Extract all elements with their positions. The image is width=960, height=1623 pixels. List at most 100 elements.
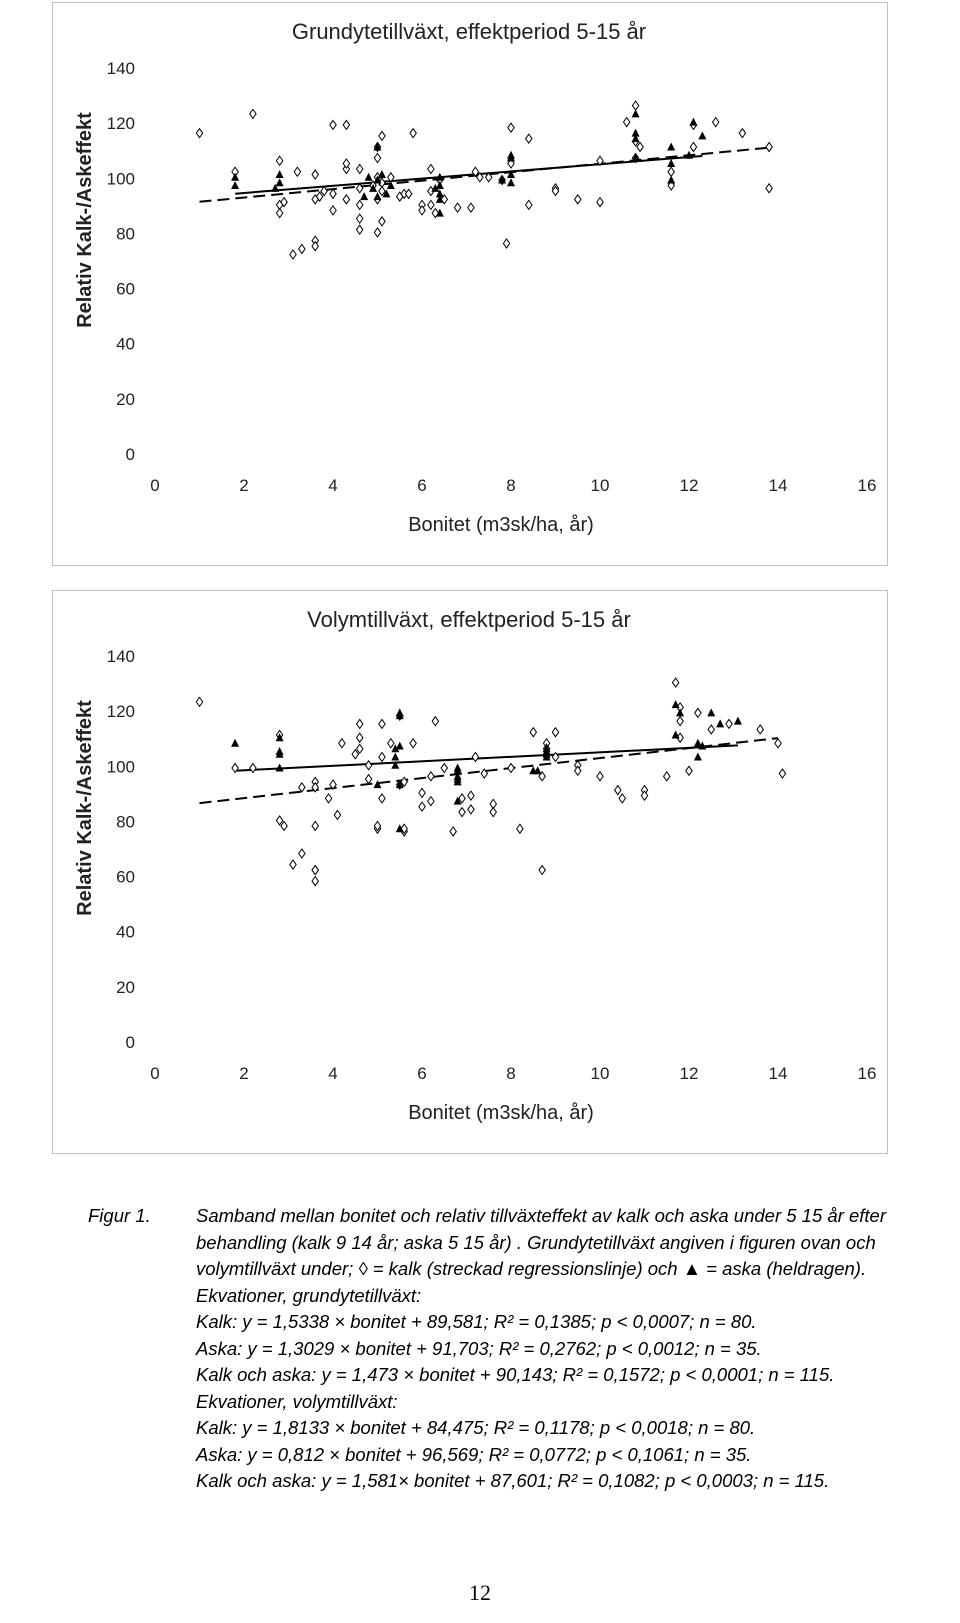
kalk-point bbox=[342, 158, 351, 169]
aska-point bbox=[271, 183, 280, 192]
aska-point bbox=[275, 170, 284, 179]
caption-line: Ekvationer, grundytetillväxt: bbox=[196, 1284, 422, 1306]
aska-point bbox=[373, 192, 382, 201]
kalk-point bbox=[636, 141, 644, 153]
kalk-point bbox=[694, 707, 702, 719]
kalk-point bbox=[685, 765, 693, 777]
aska-point bbox=[689, 117, 698, 126]
caption-line: Aska: y = 1,3029 × bonitet + 91,703; R² … bbox=[196, 1337, 762, 1359]
kalk-point bbox=[418, 205, 426, 216]
chart-grundytetillvaxt: Grundytetillväxt, effektperiod 5-15 år Re… bbox=[52, 2, 888, 566]
kalk-point bbox=[355, 163, 364, 175]
aska-point bbox=[685, 150, 693, 159]
caption-line: Kalk: y = 1,5338 × bonitet + 89,581; R² … bbox=[196, 1311, 757, 1332]
y-tick-label: 40 bbox=[116, 335, 135, 354]
aska-point bbox=[364, 172, 373, 181]
x-tick-label: 10 bbox=[591, 476, 610, 495]
aska-point bbox=[386, 181, 395, 190]
kalk-point bbox=[195, 127, 204, 139]
aska-point bbox=[395, 824, 404, 833]
kalk-point bbox=[329, 188, 337, 200]
kalk-point bbox=[467, 790, 475, 801]
kalk-point bbox=[427, 163, 435, 175]
aska-point bbox=[542, 744, 551, 753]
kalk-point bbox=[249, 108, 257, 120]
aska-point bbox=[275, 733, 284, 742]
kalk-point bbox=[378, 793, 386, 804]
x-tick-label: 0 bbox=[150, 1064, 159, 1083]
aska-point bbox=[275, 763, 284, 772]
kalk-point bbox=[355, 182, 364, 194]
kalk-point bbox=[431, 715, 440, 727]
kalk-point bbox=[311, 781, 320, 793]
y-tick-label: 140 bbox=[107, 647, 135, 666]
kalk-point bbox=[458, 793, 466, 804]
kalk-point bbox=[662, 770, 671, 782]
aska-point bbox=[369, 183, 378, 192]
kalk-point bbox=[378, 751, 386, 763]
kalk-point bbox=[275, 207, 284, 219]
y-tick-label: 100 bbox=[107, 757, 135, 776]
kalk-point bbox=[320, 185, 328, 197]
kalk-point bbox=[311, 169, 320, 180]
kalk-point bbox=[351, 748, 360, 760]
x-axis-label: Bonitet (m3sk/ha, år) bbox=[408, 1102, 594, 1124]
kalk-point bbox=[471, 751, 480, 763]
kalk-point bbox=[378, 718, 386, 730]
kalk-point bbox=[311, 240, 320, 252]
aska-point bbox=[453, 771, 462, 780]
kalk-point bbox=[467, 804, 475, 815]
x-tick-label: 16 bbox=[858, 476, 877, 495]
aska-point bbox=[667, 142, 676, 151]
kalk-point bbox=[293, 166, 302, 178]
kalk-point bbox=[355, 743, 364, 755]
kalk-point bbox=[480, 768, 489, 779]
kalk-point bbox=[774, 737, 782, 749]
kalk-point bbox=[667, 166, 676, 178]
aska-point bbox=[698, 741, 707, 750]
x-tick-label: 2 bbox=[239, 1064, 248, 1083]
y-tick-label: 0 bbox=[126, 445, 135, 464]
chart-svg-1: Grundytetillväxt, effektperiod 5-15 år Re… bbox=[74, 19, 877, 536]
aska-point bbox=[435, 181, 444, 190]
kalk-point bbox=[507, 122, 515, 134]
caption-line: Ekvationer, volymtillväxt: bbox=[196, 1390, 398, 1412]
aska-point bbox=[431, 183, 440, 192]
aska-point bbox=[382, 189, 391, 198]
aska-point bbox=[435, 172, 444, 181]
aska-point bbox=[498, 175, 507, 184]
aska-point bbox=[391, 744, 400, 753]
caption-line: Kalk och aska: y = 1,473 × bonitet + 90,… bbox=[196, 1364, 835, 1385]
y-tick-label: 60 bbox=[116, 868, 135, 887]
kalk-point bbox=[596, 196, 604, 208]
x-axis-label: Bonitet (m3sk/ha, år) bbox=[408, 514, 594, 536]
kalk-point bbox=[427, 199, 435, 211]
kalk-point bbox=[440, 762, 449, 774]
kalk-point bbox=[502, 238, 511, 249]
aska-point bbox=[391, 752, 400, 761]
page-number: 12 bbox=[469, 1580, 491, 1605]
kalk-point bbox=[280, 820, 288, 832]
kalk-point bbox=[573, 193, 582, 205]
kalk-point bbox=[364, 759, 373, 771]
kalk-point bbox=[373, 152, 382, 164]
kalk-point bbox=[418, 801, 426, 813]
kalk-point bbox=[329, 205, 337, 216]
kalk-point bbox=[231, 762, 239, 774]
kalk-point bbox=[613, 784, 622, 796]
kalk-point bbox=[298, 243, 306, 255]
kalk-point bbox=[458, 806, 466, 818]
kalk-point bbox=[551, 185, 560, 197]
kalk-point bbox=[449, 826, 457, 837]
x-tick-label: 4 bbox=[328, 476, 337, 495]
kalk-point bbox=[364, 773, 373, 785]
aska-point bbox=[542, 752, 551, 761]
x-tick-label: 4 bbox=[328, 1064, 337, 1083]
x-tick-label: 8 bbox=[506, 1064, 515, 1083]
kalk-point bbox=[765, 141, 773, 153]
kalk-point bbox=[195, 696, 204, 708]
aska-point bbox=[707, 708, 716, 717]
caption-line: Kalk och aska: y = 1,581× bonitet + 87,6… bbox=[196, 1470, 830, 1491]
kalk-point bbox=[618, 793, 627, 804]
aska-point bbox=[391, 760, 400, 769]
